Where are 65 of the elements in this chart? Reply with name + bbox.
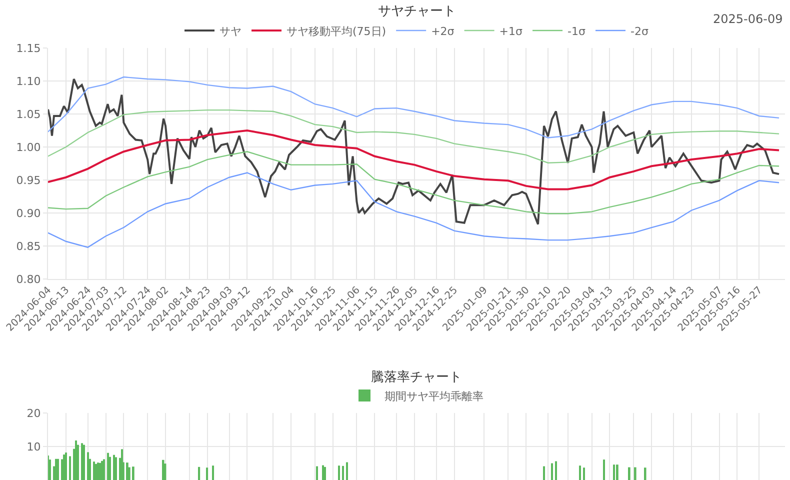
bar <box>65 452 67 480</box>
bar <box>69 456 71 480</box>
chart-title: 騰落率チャート <box>371 369 462 385</box>
bar <box>83 444 85 480</box>
legend-label: +1σ <box>499 24 523 38</box>
bar <box>126 462 128 480</box>
y-tick-label: 0.80 <box>16 272 41 286</box>
y-tick-label: 0.95 <box>16 174 41 187</box>
line-series <box>48 130 780 190</box>
legend-label: -2σ <box>630 24 648 38</box>
bar <box>115 457 117 480</box>
y-tick-label: 1.10 <box>16 74 41 88</box>
bar <box>346 462 348 480</box>
bar <box>613 464 615 480</box>
bar <box>93 462 95 480</box>
line-series <box>48 76 780 138</box>
bar <box>616 464 618 480</box>
line-series <box>48 151 780 214</box>
y-tick-label: 1.05 <box>16 108 41 121</box>
y-tick-label: 1.00 <box>16 140 41 154</box>
bar <box>132 466 134 480</box>
y-tick-label: 0.90 <box>16 206 41 220</box>
line-series <box>48 78 780 226</box>
bar <box>109 456 111 480</box>
bar <box>551 463 553 480</box>
bar <box>603 460 605 480</box>
y-tick-label: 1.15 <box>16 42 41 55</box>
legend-label: -1σ <box>568 24 586 38</box>
bar <box>164 464 166 480</box>
legend-label: サヤ移動平均(75日) <box>286 24 386 38</box>
chart-title: サヤチャート <box>378 4 456 19</box>
bar <box>87 452 89 480</box>
bar <box>628 467 630 480</box>
bar <box>212 466 214 480</box>
y-tick-label: 10 <box>26 440 41 454</box>
bar <box>55 458 57 480</box>
legend-label: 期間サヤ平均乖離率 <box>384 390 484 403</box>
bar <box>316 466 318 480</box>
bar <box>324 466 326 480</box>
bar <box>206 468 208 480</box>
bar <box>57 458 59 480</box>
y-tick-label: 0.85 <box>16 240 41 253</box>
bar <box>583 468 585 480</box>
legend-label: サヤ <box>220 24 242 38</box>
bar <box>103 459 105 480</box>
bar <box>342 466 344 480</box>
bar <box>113 454 115 480</box>
bar <box>198 466 200 480</box>
bar <box>543 466 545 480</box>
bar <box>644 468 646 480</box>
bar <box>63 454 65 480</box>
line-series <box>48 172 780 248</box>
text: 2025-06-09 <box>713 12 783 26</box>
bar <box>81 443 83 480</box>
bar <box>107 452 109 480</box>
bar <box>49 460 51 480</box>
bar <box>338 466 340 480</box>
y-tick-label: 20 <box>26 406 41 420</box>
line-series <box>48 109 780 164</box>
legend-label: +2σ <box>431 24 454 38</box>
bar <box>322 465 324 480</box>
bar <box>77 444 79 480</box>
bar <box>634 467 636 480</box>
bar <box>555 461 557 480</box>
bar <box>579 466 581 480</box>
